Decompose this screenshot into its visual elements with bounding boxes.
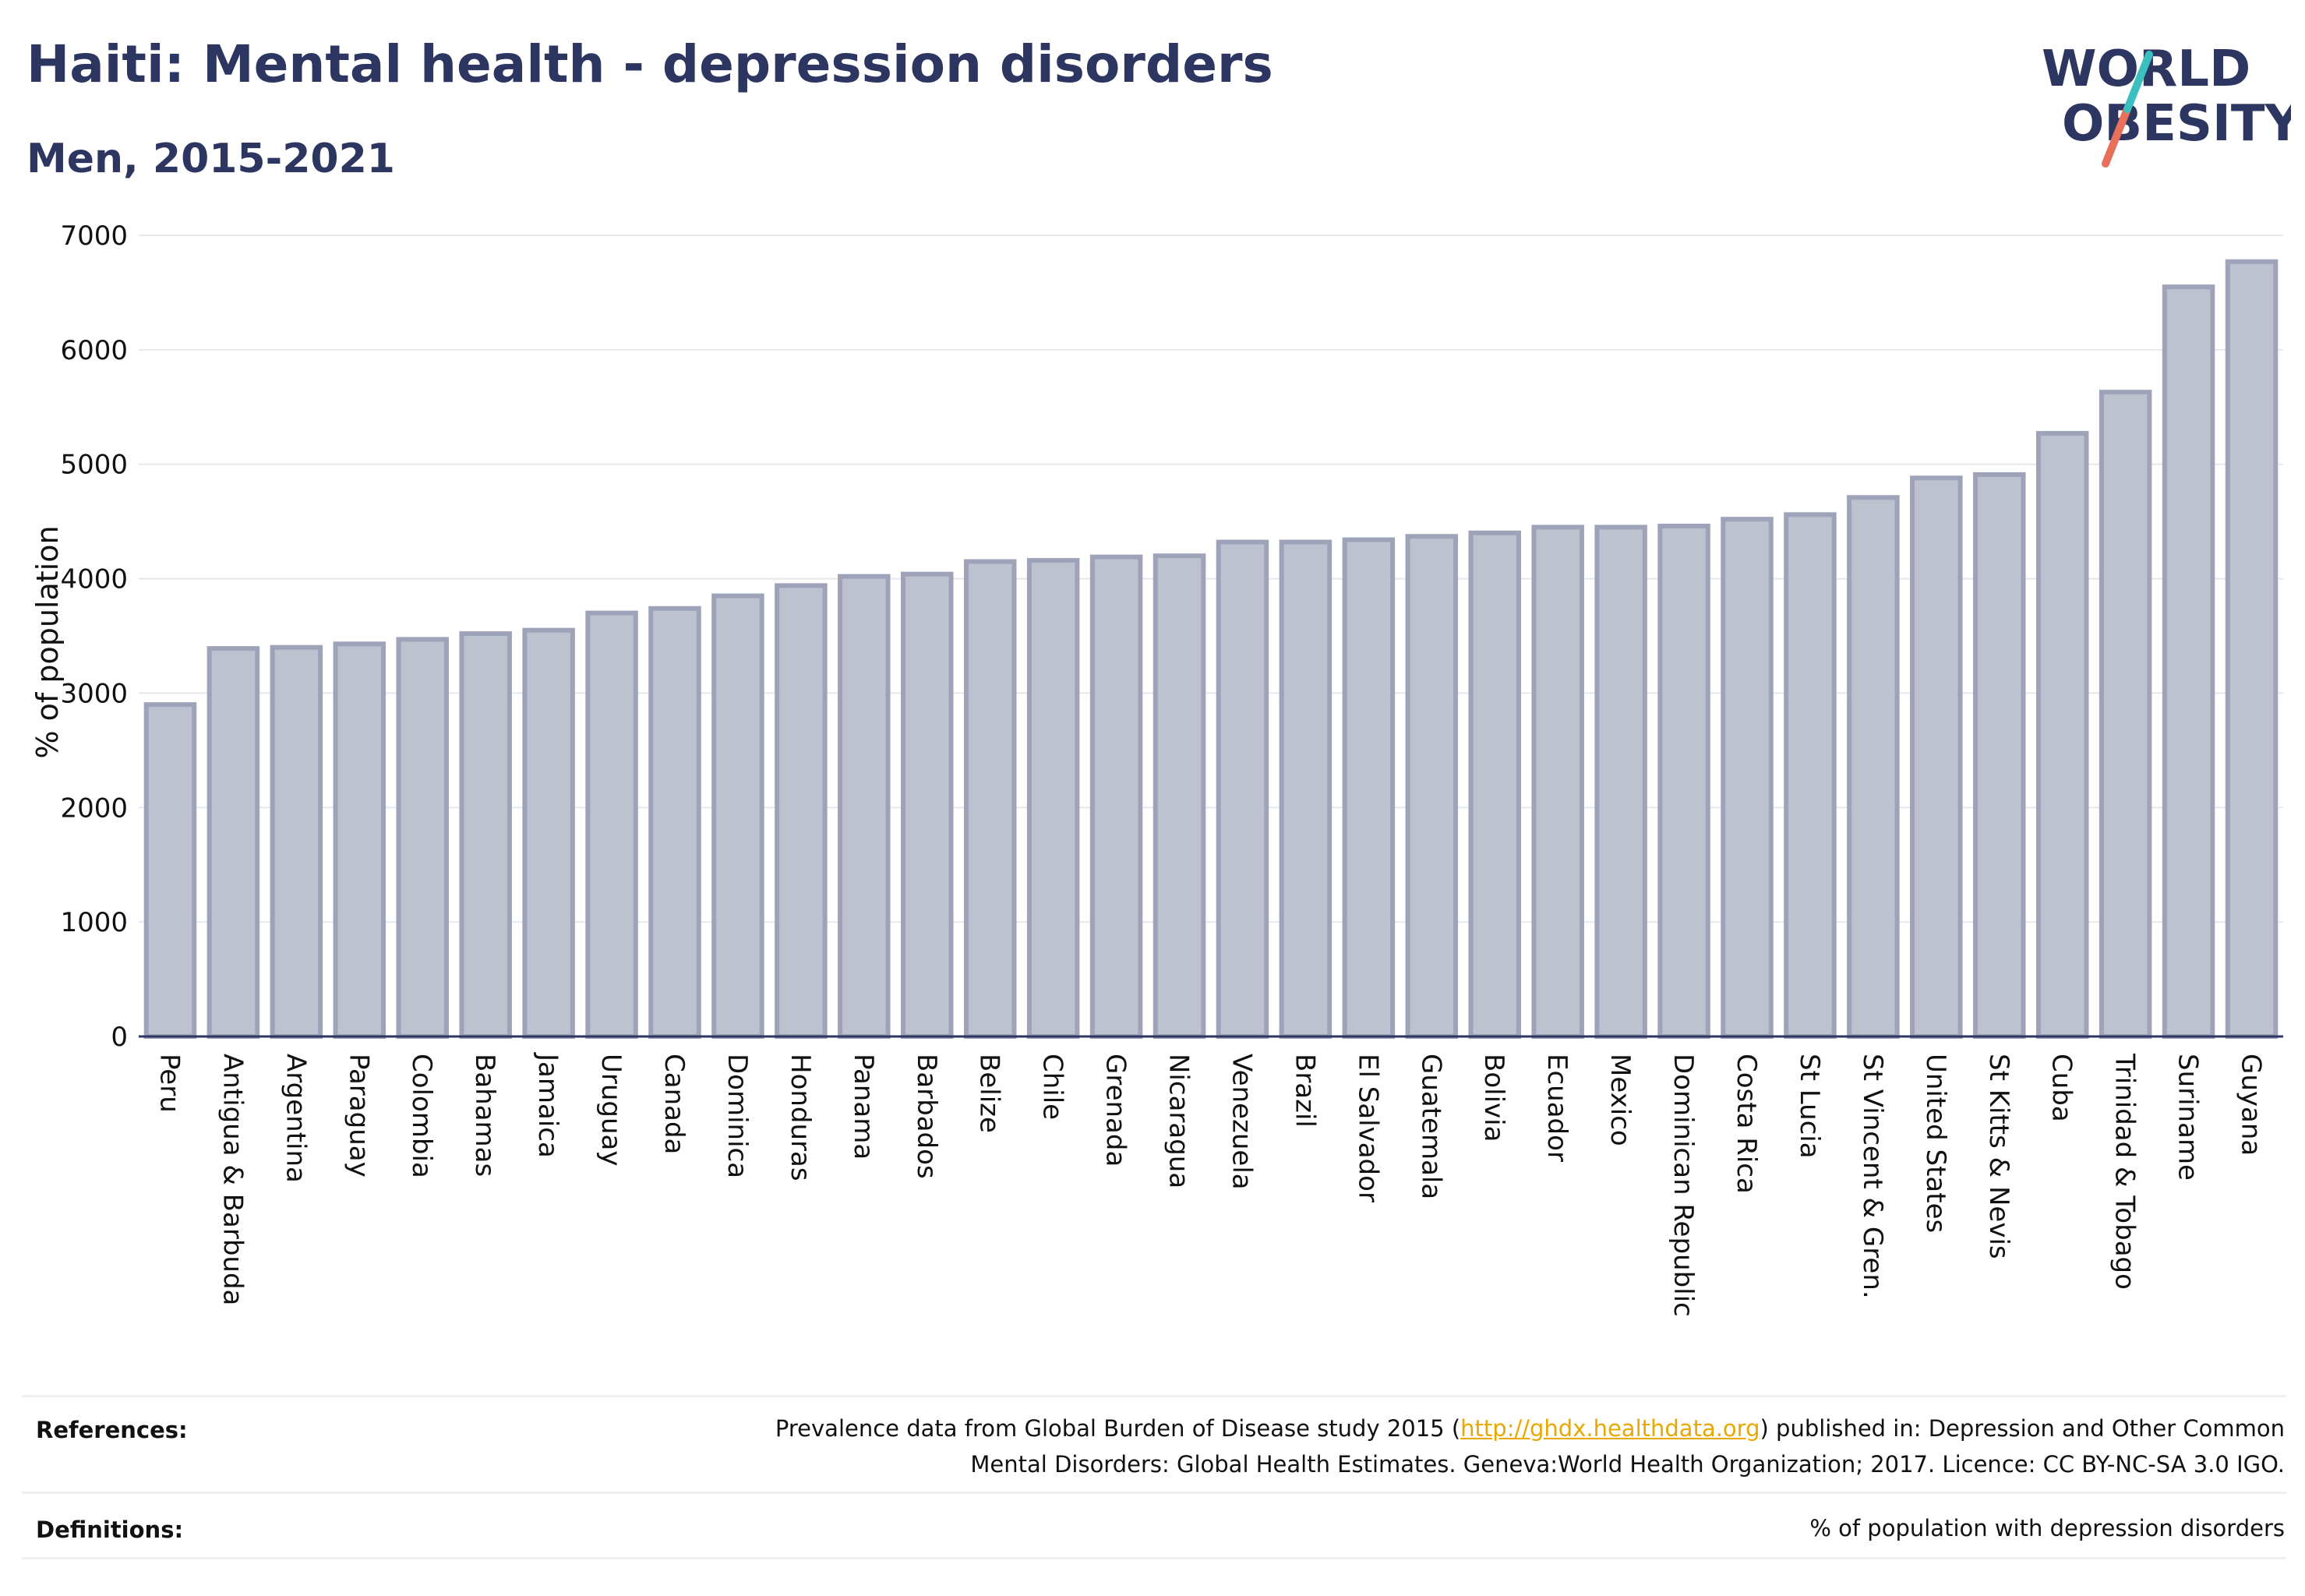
bar-14 <box>1026 558 1080 1039</box>
bar-31 <box>2099 390 2152 1039</box>
x-tick-label-6: Jamaica <box>532 1052 563 1158</box>
bar-25 <box>1721 517 1774 1039</box>
y-tick-label-2000: 2000 <box>60 793 128 824</box>
x-tick-label-13: Belize <box>974 1054 1005 1133</box>
page-subtitle: Men, 2015-2021 <box>26 136 395 182</box>
bar-32 <box>2162 284 2215 1040</box>
x-tick-label-12: Barbados <box>911 1054 942 1179</box>
bar-17 <box>1216 539 1269 1039</box>
world-obesity-logo: WORLD OBESITY <box>2042 41 2291 168</box>
x-tick-label-29: St Kitts & Nevis <box>1983 1054 2014 1259</box>
bar-2 <box>270 644 323 1040</box>
x-tick-label-28: United States <box>1920 1054 1951 1233</box>
bar-29 <box>1973 471 2026 1039</box>
y-tick-label-4000: 4000 <box>60 564 128 595</box>
definitions-text: % of population with depression disorder… <box>1809 1515 2285 1541</box>
bar-3 <box>333 641 387 1040</box>
bar-26 <box>1784 512 1837 1039</box>
y-tick-label-5000: 5000 <box>60 450 128 481</box>
bar-27 <box>1847 495 1900 1039</box>
bar-13 <box>963 559 1017 1039</box>
x-tick-label-14: Chile <box>1037 1054 1068 1120</box>
bar-4 <box>396 637 449 1039</box>
page-title: Haiti: Mental health - depression disord… <box>26 34 1273 94</box>
bar-7 <box>585 610 638 1039</box>
x-tick-label-30: Cuba <box>2046 1054 2077 1122</box>
bar-21 <box>1468 530 1521 1039</box>
x-tick-label-23: Mexico <box>1604 1054 1636 1146</box>
logo-line2: OBESITY <box>2062 95 2291 153</box>
bar-12 <box>901 571 954 1039</box>
x-tick-label-10: Honduras <box>785 1054 816 1181</box>
definitions-label: Definitions: <box>36 1517 184 1543</box>
bar-10 <box>775 583 828 1039</box>
x-tick-label-9: Dominica <box>722 1054 753 1178</box>
y-tick-label-6000: 6000 <box>60 335 128 366</box>
references-line1-pre: Prevalence data from Global Burden of Di… <box>775 1415 1461 1442</box>
bar-24 <box>1657 524 1710 1039</box>
x-tick-label-32: Suriname <box>2173 1054 2204 1181</box>
bar-22 <box>1531 524 1584 1039</box>
references-line1-post: ) published in: Depression and Other Com… <box>1760 1415 2286 1442</box>
references-line2: Mental Disorders: Global Health Estimate… <box>970 1451 2285 1478</box>
references-text: Prevalence data from Global Burden of Di… <box>775 1411 2285 1482</box>
bar-11 <box>838 574 891 1039</box>
x-tick-label-27: St Vincent & Gren. <box>1857 1054 1888 1299</box>
bar-30 <box>2035 431 2089 1039</box>
bar-6 <box>522 627 575 1039</box>
bar-23 <box>1594 524 1647 1039</box>
x-tick-label-18: Brazil <box>1289 1054 1320 1128</box>
bar-18 <box>1279 539 1333 1039</box>
bar-20 <box>1405 534 1459 1039</box>
divider-bottom <box>22 1557 2286 1559</box>
y-tick-label-7000: 7000 <box>60 221 128 252</box>
x-tick-label-26: St Lucia <box>1794 1054 1825 1159</box>
y-tick-label-0: 0 <box>111 1022 128 1053</box>
x-tick-label-20: Guatemala <box>1415 1054 1446 1199</box>
y-axis-label: % of population <box>30 525 65 758</box>
divider-top <box>22 1395 2286 1397</box>
x-tick-label-31: Trinidad & Tobago <box>2109 1053 2141 1290</box>
x-tick-label-19: El Salvador <box>1352 1054 1383 1202</box>
x-tick-label-7: Uruguay <box>595 1054 627 1167</box>
bar-0 <box>143 702 197 1039</box>
x-tick-label-3: Paraguay <box>343 1054 374 1178</box>
x-tick-label-17: Venezuela <box>1226 1054 1257 1190</box>
bar-1 <box>206 646 260 1039</box>
bar-5 <box>459 631 512 1039</box>
x-tick-label-2: Argentina <box>280 1054 311 1183</box>
x-tick-label-25: Costa Rica <box>1731 1054 1762 1194</box>
bar-chart: 0 1000 2000 3000 4000 5000 6000 7000 % of popula… <box>30 221 2283 1317</box>
bar-19 <box>1342 537 1396 1039</box>
x-tick-label-4: Colombia <box>406 1054 437 1178</box>
x-tick-label-5: Bahamas <box>469 1054 500 1177</box>
x-tick-label-33: Guyana <box>2236 1054 2267 1156</box>
bar-33 <box>2225 259 2279 1039</box>
bar-28 <box>1910 475 1963 1039</box>
bar-8 <box>648 606 701 1039</box>
x-tick-label-11: Panama <box>848 1054 879 1160</box>
y-tick-label-3000: 3000 <box>60 678 128 709</box>
x-tick-label-16: Nicaragua <box>1163 1054 1195 1188</box>
divider-middle <box>22 1492 2286 1494</box>
x-tick-label-8: Canada <box>658 1054 690 1154</box>
y-tick-label-1000: 1000 <box>60 907 128 938</box>
x-tick-label-15: Grenada <box>1100 1054 1131 1167</box>
x-tick-label-22: Ecuador <box>1541 1054 1573 1162</box>
x-tick-label-0: Peru <box>154 1054 185 1113</box>
references-link[interactable]: http://ghdx.healthdata.org <box>1460 1415 1760 1442</box>
bar-9 <box>711 593 764 1039</box>
bar-15 <box>1089 554 1143 1039</box>
x-tick-label-1: Antigua & Barbuda <box>217 1054 248 1305</box>
x-tick-label-21: Bolivia <box>1478 1054 1509 1142</box>
bar-16 <box>1152 553 1206 1039</box>
references-label: References: <box>36 1417 188 1443</box>
x-tick-label-24: Dominican Republic <box>1668 1054 1699 1317</box>
